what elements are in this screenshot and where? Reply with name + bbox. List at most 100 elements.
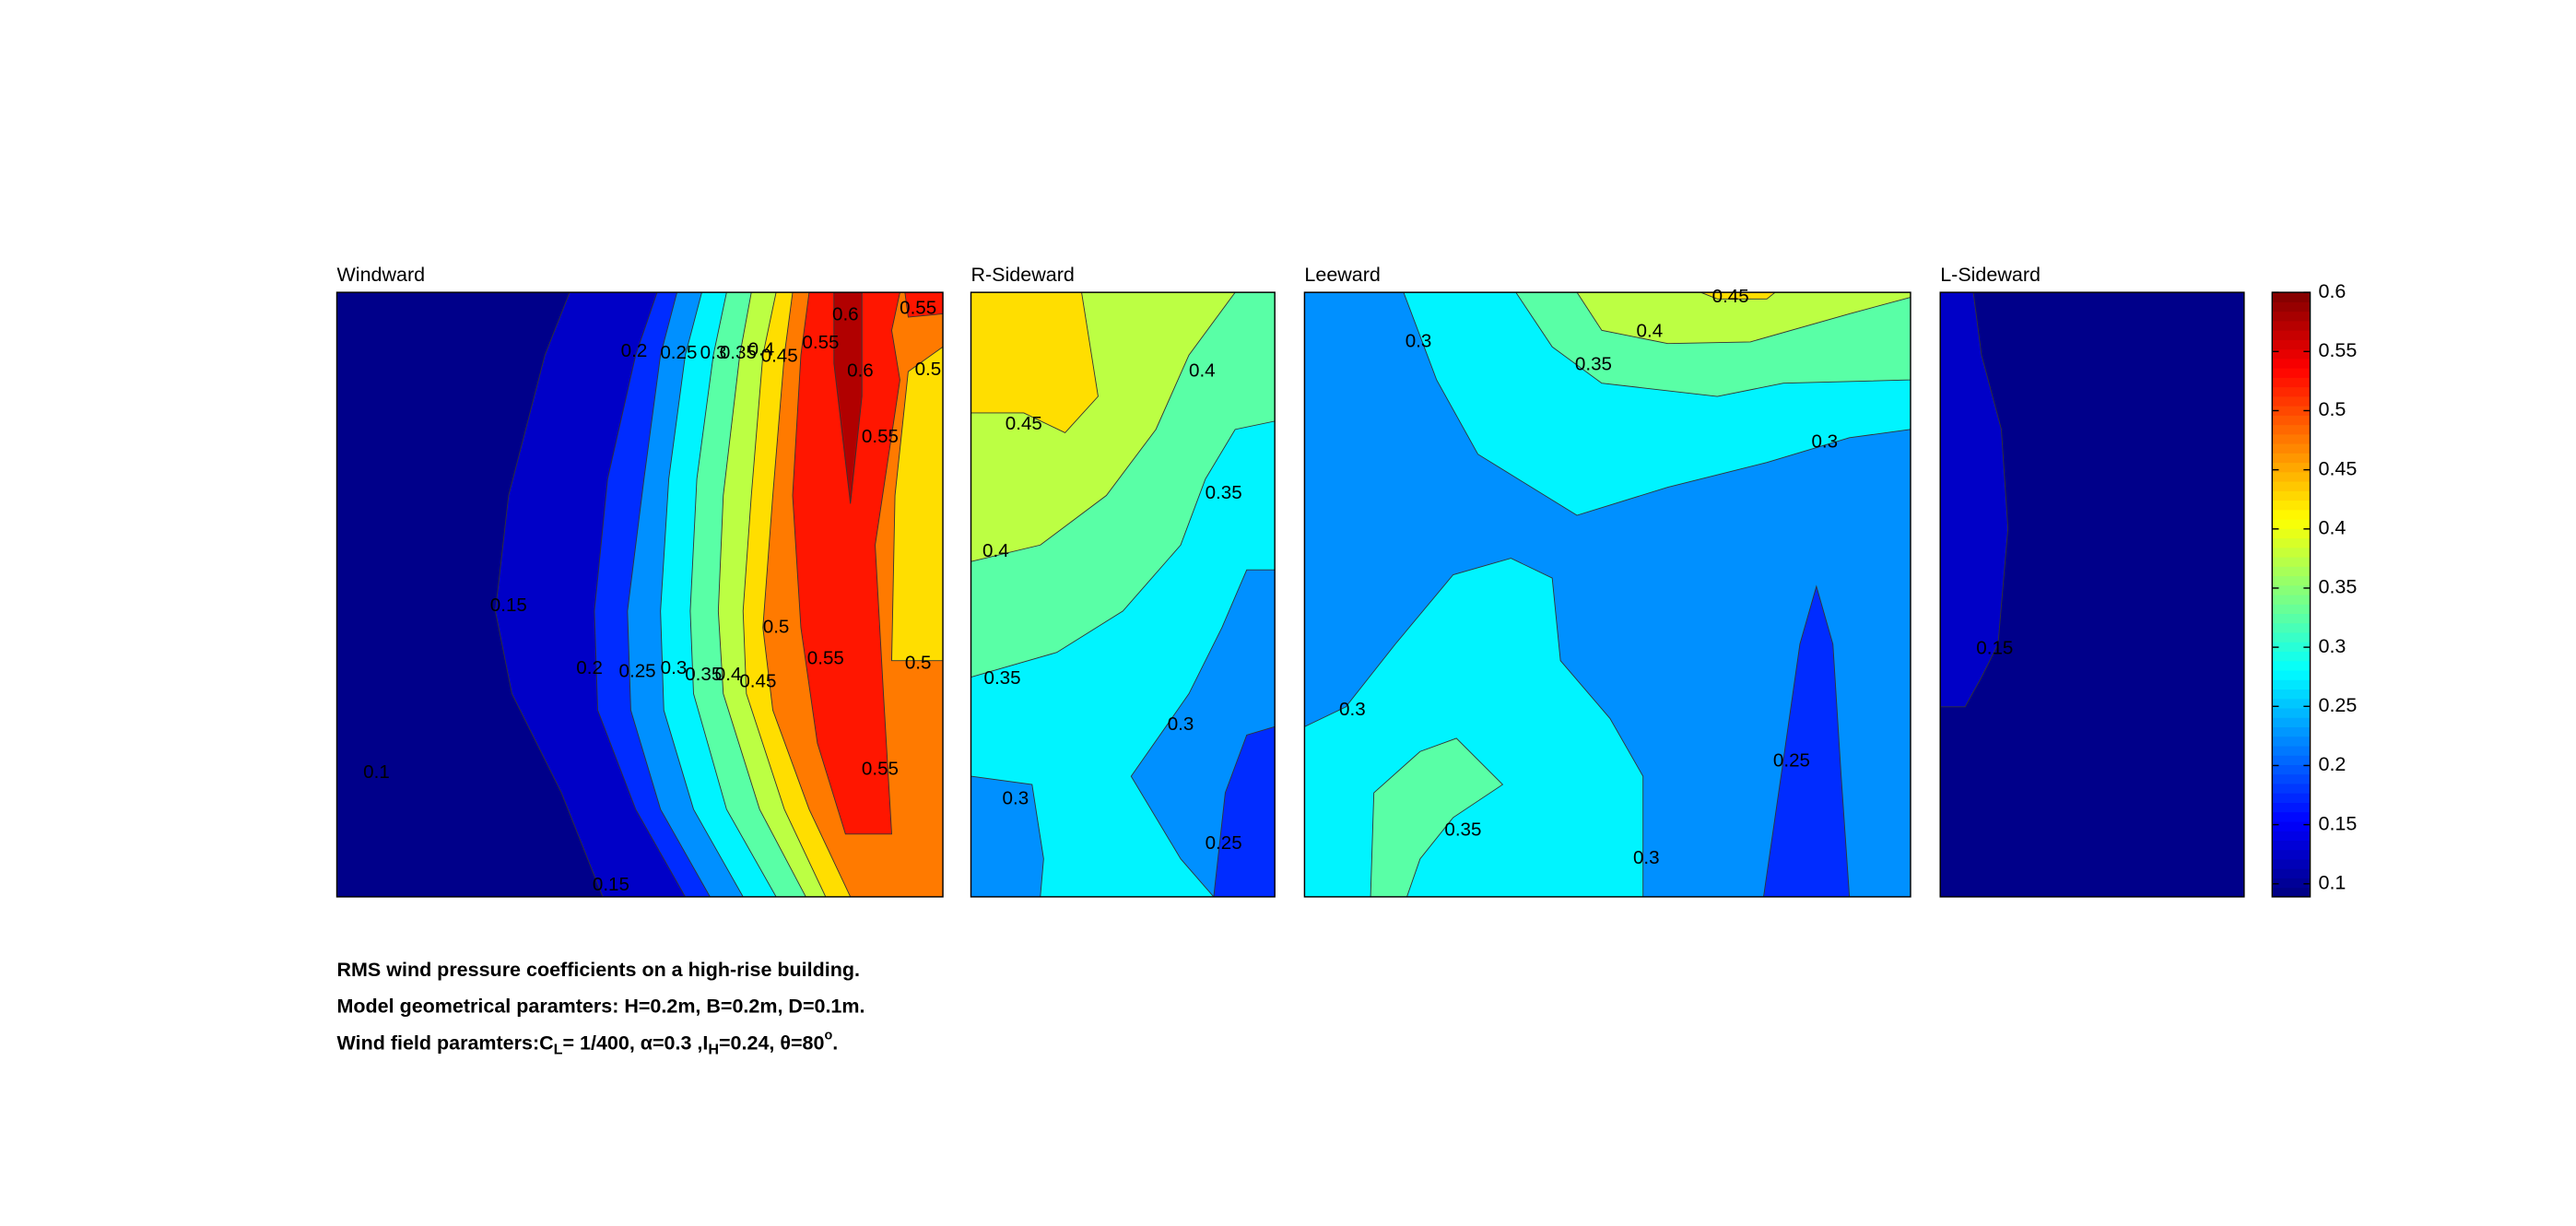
colorbar-tick-label: 0.45: [2319, 457, 2358, 479]
contour-label: 0.4: [715, 664, 742, 685]
colorbar-cell: [2272, 339, 2311, 350]
contour-label: 0.25: [1773, 749, 1810, 771]
contour-band: [1213, 725, 1276, 897]
contour-label: 0.45: [739, 670, 776, 691]
contour-panel: Leeward 0.45 0.4 0.3 0.35 0.3 0.3 0.35 0.25 0.3: [1303, 264, 1911, 898]
colorbar-cell: [2272, 519, 2311, 529]
colorbar-cell: [2272, 490, 2311, 501]
contour-label: 0.35: [1206, 482, 1242, 503]
contour-label: 0.55: [802, 332, 839, 353]
colorbar-cell: [2272, 311, 2311, 322]
contour-label: 0.45: [1006, 413, 1042, 434]
colorbar-cell: [2272, 651, 2311, 662]
contour-label: 0.5: [763, 616, 790, 637]
contour-label: 0.6: [832, 304, 859, 325]
contour-label: 0.4: [1637, 321, 1664, 342]
panel-frame: [335, 291, 944, 898]
colorbar-cell: [2272, 547, 2311, 558]
colorbar-cell: [2272, 528, 2311, 539]
panel-frame: [1939, 291, 2245, 898]
colorbar-cell: [2272, 736, 2311, 747]
colorbar-cell: [2272, 802, 2311, 813]
colorbar-cell: [2272, 698, 2311, 709]
contour-panel: L-Sideward 0.15: [1939, 264, 2245, 898]
colorbar-cell: [2272, 557, 2311, 567]
colorbar-cell: [2272, 537, 2311, 548]
contour-label: 0.3: [1811, 431, 1838, 453]
colorbar-tick-label: 0.25: [2319, 694, 2358, 716]
colorbar-tick-label: 0.2: [2319, 753, 2347, 775]
colorbar-cell: [2272, 433, 2311, 444]
colorbar-cell: [2272, 424, 2311, 435]
contour-band: [1940, 292, 2244, 897]
colorbar-cell: [2272, 443, 2311, 454]
colorbar-tick-label: 0.6: [2319, 280, 2347, 302]
contour-label: 0.35: [1575, 353, 1612, 374]
contour-panel: R-Sideward 0.4 0.45 0.4 0.35 0.35 0.3 0.3 0.25: [970, 264, 1276, 898]
caption-part: = 1/400, α=0.3 ,I: [563, 1031, 709, 1054]
panel-title: Windward: [337, 264, 426, 286]
contour-label: 0.55: [807, 647, 844, 668]
caption-part: Wind field paramters:C: [337, 1031, 554, 1054]
colorbar-cell: [2272, 622, 2311, 633]
contour-label: 0.25: [660, 342, 697, 363]
colorbar-cell: [2272, 773, 2311, 784]
contour-band: [904, 292, 944, 318]
caption-superscript: o: [824, 1028, 832, 1043]
contour-label: 0.45: [761, 345, 798, 366]
colorbar-cell: [2272, 462, 2311, 473]
contour-label: 0.25: [1206, 832, 1242, 854]
colorbar-cell: [2272, 368, 2311, 378]
colorbar: 0.1 0.15 0.2 0.25 0.3 0.35 0.4 0.45 0.5 0.55 0.6: [2271, 280, 2358, 898]
contour-label: 0.15: [1976, 638, 2013, 659]
colorbar-tick-label: 0.3: [2319, 635, 2347, 657]
colorbar-cell: [2272, 707, 2311, 718]
colorbar-tick-label: 0.35: [2319, 576, 2358, 598]
contour-band: [792, 292, 900, 835]
colorbar-cell: [2272, 584, 2311, 595]
colorbar-cell: [2272, 330, 2311, 340]
colorbar-cell: [2272, 415, 2311, 426]
contour-label: 0.1: [363, 761, 390, 783]
colorbar-tick-label: 0.15: [2319, 812, 2358, 834]
colorbar-cell: [2272, 679, 2311, 690]
colorbar-cell: [2272, 595, 2311, 605]
panel-frame: [970, 291, 1276, 898]
colorbar-cell: [2272, 348, 2311, 360]
contour-band: [891, 346, 944, 662]
caption-subscript: L: [554, 1042, 563, 1058]
colorbar-cell: [2272, 726, 2311, 737]
panel-title: Leeward: [1304, 264, 1380, 286]
colorbar-cell: [2272, 783, 2311, 794]
panel-title: R-Sideward: [971, 264, 1075, 286]
colorbar-cell: [2272, 292, 2311, 302]
colorbar-cell: [2272, 377, 2311, 388]
contour-label: 0.3: [661, 657, 688, 678]
colorbar-cell: [2272, 395, 2311, 407]
colorbar-tick-label: 0.55: [2319, 339, 2358, 361]
colorbar-tick-label: 0.1: [2319, 871, 2347, 893]
colorbar-cell: [2272, 301, 2311, 312]
contour-label: 0.35: [983, 667, 1020, 689]
contour-label: 0.2: [621, 340, 648, 361]
contour-band: [1700, 292, 1776, 300]
colorbar-cell: [2272, 878, 2311, 889]
contour-label: 0.15: [490, 595, 527, 616]
contour-label: 0.4: [748, 338, 775, 360]
contour-label: 0.45: [1712, 286, 1749, 307]
colorbar-cell: [2272, 793, 2311, 803]
contour-label: 0.5: [915, 359, 942, 380]
colorbar-cell: [2272, 764, 2311, 775]
colorbar-cell: [2272, 632, 2311, 642]
contour-band: [1763, 584, 1851, 897]
colorbar-cell: [2272, 755, 2311, 765]
colorbar-cell: [2272, 840, 2311, 851]
colorbar-cell: [2272, 509, 2311, 520]
colorbar-cell: [2272, 858, 2311, 869]
contour-label: 0.3: [1339, 699, 1366, 720]
colorbar-cell: [2272, 604, 2311, 615]
colorbar-cell: [2272, 358, 2311, 369]
